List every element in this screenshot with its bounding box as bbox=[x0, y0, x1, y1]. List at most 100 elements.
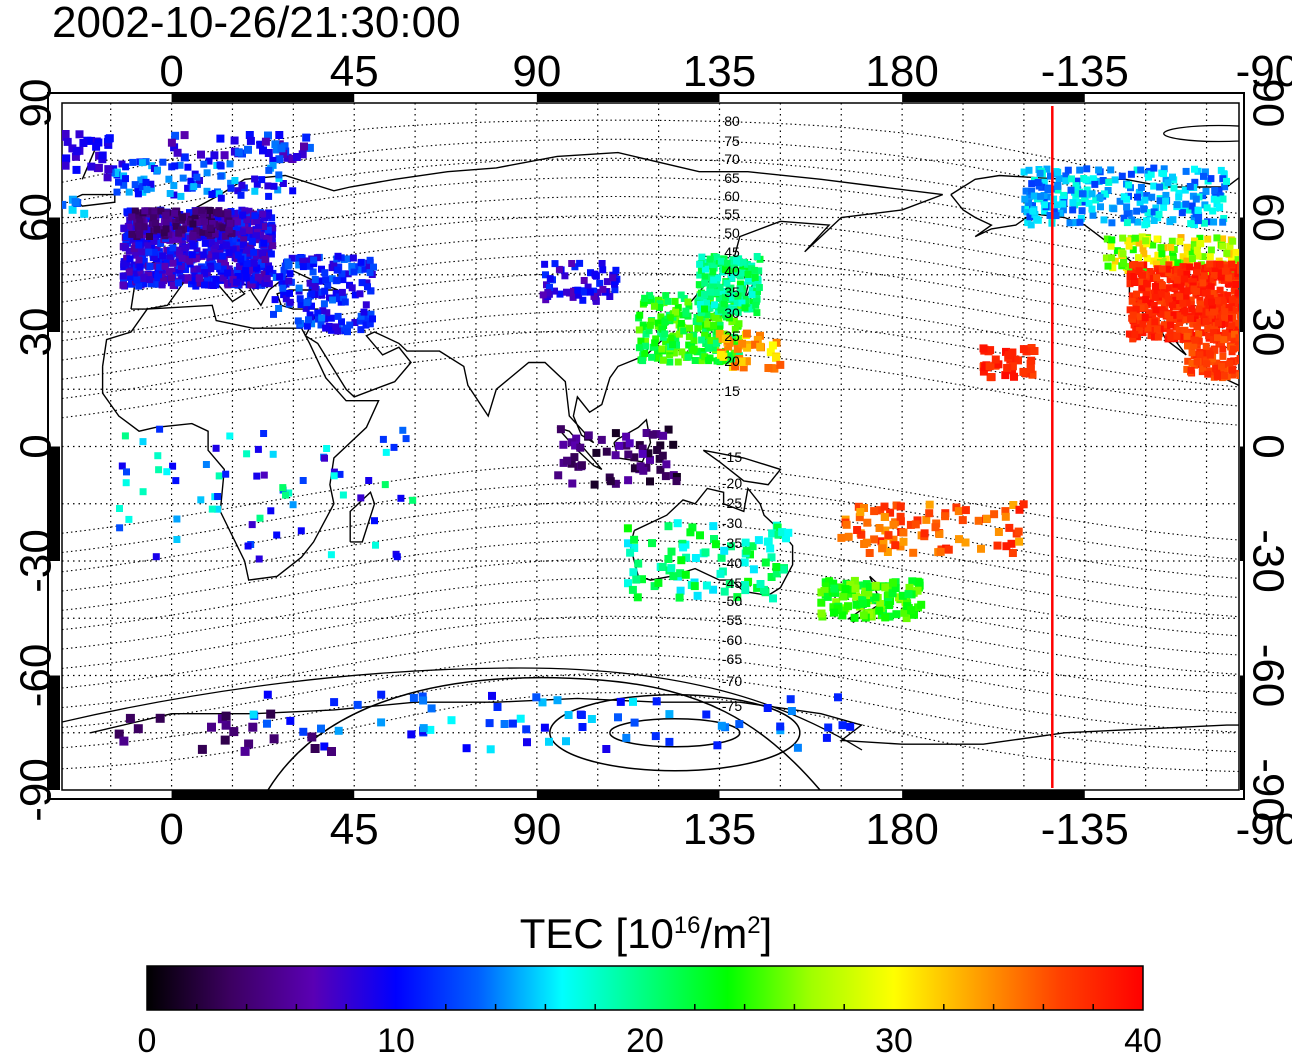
tec-cell bbox=[227, 179, 235, 187]
tec-cell bbox=[730, 317, 738, 325]
tec-cell bbox=[269, 734, 279, 744]
tec-cell bbox=[1182, 316, 1190, 324]
colorbar-tick-label: 0 bbox=[138, 1022, 157, 1057]
bottom-lon-label: 180 bbox=[865, 805, 938, 854]
tec-cell bbox=[706, 354, 714, 362]
tec-cell bbox=[216, 134, 225, 143]
tec-cell bbox=[630, 453, 639, 462]
tec-cell bbox=[225, 226, 233, 234]
tec-cell bbox=[1245, 270, 1252, 277]
tec-cell bbox=[748, 286, 756, 294]
tec-cell bbox=[1111, 176, 1119, 184]
tec-cell bbox=[909, 548, 918, 557]
tec-cell bbox=[192, 255, 200, 263]
tec-cell bbox=[753, 335, 762, 344]
tec-cell bbox=[279, 149, 288, 158]
tec-cell bbox=[1246, 287, 1253, 294]
tec-cell bbox=[119, 736, 129, 746]
tec-cell bbox=[1248, 278, 1255, 285]
tec-cell bbox=[1200, 272, 1208, 280]
tec-cell bbox=[899, 537, 908, 546]
tec-cell bbox=[1196, 300, 1204, 308]
tec-cell bbox=[1160, 301, 1168, 309]
tec-cell bbox=[1205, 332, 1213, 340]
tec-cell bbox=[1221, 314, 1228, 322]
tec-cell bbox=[169, 282, 177, 289]
tec-cell bbox=[725, 286, 733, 293]
tec-cell bbox=[1259, 242, 1266, 249]
tec-cell bbox=[1125, 181, 1133, 189]
tec-cell bbox=[883, 548, 892, 556]
tec-cell bbox=[590, 480, 599, 489]
tec-cell bbox=[735, 720, 744, 729]
tec-cell bbox=[253, 264, 260, 272]
tec-cell bbox=[1043, 165, 1051, 173]
tec-cell bbox=[888, 589, 897, 598]
tec-cell bbox=[1259, 244, 1266, 251]
tec-cell bbox=[555, 265, 563, 273]
tec-cell bbox=[275, 155, 284, 164]
tec-cell bbox=[1089, 211, 1097, 219]
tec-cell bbox=[202, 223, 210, 231]
colorbar-tick-label: 40 bbox=[1124, 1022, 1162, 1057]
tec-cell bbox=[263, 719, 271, 728]
tec-cell bbox=[753, 253, 761, 260]
tec-cell bbox=[350, 268, 358, 276]
tec-cell bbox=[217, 172, 225, 180]
tec-cell bbox=[640, 299, 648, 306]
timestamp-title: 2002-10-26/21:30:00 bbox=[52, 0, 461, 47]
tec-cell bbox=[695, 281, 703, 289]
tec-cell bbox=[357, 494, 365, 502]
tec-cell bbox=[257, 231, 265, 239]
tec-cell bbox=[1248, 277, 1255, 284]
tec-cell bbox=[1011, 355, 1020, 364]
tec-cell bbox=[201, 269, 209, 276]
tec-cell bbox=[716, 283, 724, 291]
tec-cell bbox=[118, 462, 126, 470]
tec-cell bbox=[116, 524, 124, 532]
tec-cell bbox=[602, 745, 611, 753]
tec-cell bbox=[1199, 307, 1207, 315]
tec-cell bbox=[1213, 371, 1221, 379]
tec-cell bbox=[646, 292, 654, 300]
tec-cell bbox=[628, 585, 637, 594]
tec-cell bbox=[240, 235, 248, 242]
tec-cell bbox=[196, 279, 204, 287]
tec-cell bbox=[1146, 318, 1154, 325]
tec-cell bbox=[707, 288, 714, 296]
tec-cell bbox=[696, 300, 704, 308]
tec-cell bbox=[1151, 293, 1159, 301]
tec-cell bbox=[712, 289, 720, 297]
tec-cell bbox=[635, 326, 643, 334]
tec-cell bbox=[720, 300, 728, 308]
tec-cell bbox=[207, 722, 216, 732]
tec-cell bbox=[1132, 327, 1140, 335]
tec-cell bbox=[1183, 299, 1191, 307]
tec-cell bbox=[1207, 283, 1215, 291]
tec-cell bbox=[158, 271, 166, 279]
tec-cell bbox=[1225, 314, 1233, 322]
tec-cell bbox=[625, 439, 634, 448]
tec-cell bbox=[1052, 212, 1060, 220]
tec-cell bbox=[1288, 253, 1292, 260]
tec-cell bbox=[234, 273, 242, 280]
tec-cell bbox=[753, 309, 761, 317]
tec-cell bbox=[599, 285, 607, 293]
tec-cell bbox=[79, 139, 88, 147]
tec-cell bbox=[702, 340, 710, 347]
tec-cell bbox=[165, 268, 173, 276]
tec-cell bbox=[299, 263, 307, 271]
tec-cell bbox=[1062, 177, 1070, 185]
tec-cell bbox=[578, 723, 587, 731]
tec-cell bbox=[1123, 203, 1131, 211]
tec-cell bbox=[351, 319, 359, 326]
tec-cell bbox=[666, 358, 674, 366]
tec-cell bbox=[1220, 372, 1228, 380]
tec-cell bbox=[752, 301, 760, 309]
tec-cell bbox=[308, 302, 315, 310]
tec-cell bbox=[193, 227, 201, 235]
tec-cell bbox=[1275, 291, 1282, 298]
tec-cell bbox=[654, 349, 661, 357]
tec-cell bbox=[1100, 216, 1108, 224]
tec-cell bbox=[842, 520, 851, 529]
